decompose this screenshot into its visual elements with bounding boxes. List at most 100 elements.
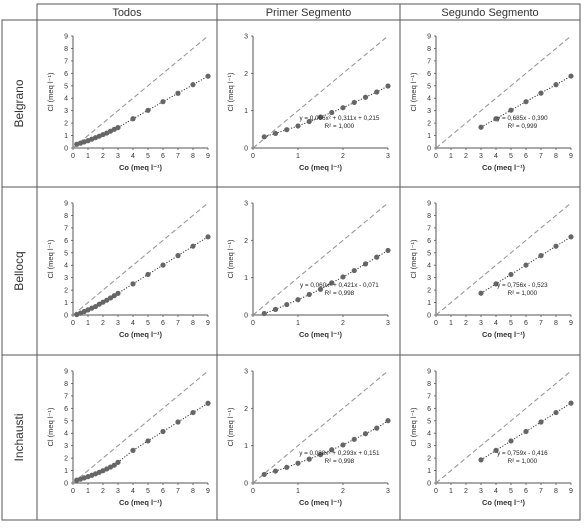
column-header: Segundo Segmento	[441, 7, 538, 19]
y-tick-label: 5	[427, 83, 431, 90]
y-axis-label: Cl (meq l⁻¹)	[409, 72, 418, 111]
y-tick-label: 2	[427, 121, 431, 128]
x-tick-label: 1	[296, 320, 300, 327]
x-tick-label: 2	[101, 153, 105, 160]
row-header: Belgrano	[12, 79, 26, 127]
y-tick-label: 7	[64, 225, 68, 232]
x-tick-label: 7	[539, 488, 543, 495]
x-tick-label: 1	[449, 153, 453, 160]
data-point	[478, 290, 484, 296]
y-tick-label: 9	[64, 34, 68, 41]
data-point	[317, 286, 324, 292]
data-point	[340, 105, 346, 111]
data-point	[568, 400, 574, 406]
regression-equation: y = 0,088x² + 0,293x + 0,151	[299, 450, 380, 457]
regression-equation: y = 0,759x - 0,416	[497, 450, 548, 457]
data-point	[145, 107, 151, 113]
y-tick-label: 1	[427, 468, 431, 475]
one-to-one-line	[252, 202, 389, 316]
data-point	[351, 267, 357, 274]
x-tick-label: 0	[251, 153, 255, 160]
x-tick-label: 6	[161, 488, 165, 495]
y-tick-label: 9	[427, 369, 431, 376]
data-point	[205, 234, 211, 240]
x-tick-label: 1	[86, 320, 90, 327]
y-tick-label: 9	[64, 201, 68, 208]
data-point	[523, 262, 529, 268]
y-tick-label: 2	[427, 288, 431, 295]
x-tick-label: 1	[86, 488, 90, 495]
x-axis-label: Co (meq l⁻¹)	[299, 163, 343, 172]
data-point	[385, 83, 391, 89]
y-tick-label: 0	[64, 313, 68, 320]
x-tick-label: 7	[176, 488, 180, 495]
x-tick-label: 2	[341, 153, 345, 160]
x-tick-label: 4	[131, 320, 135, 327]
x-tick-label: 5	[146, 488, 150, 495]
data-point	[329, 109, 335, 116]
data-point	[190, 409, 196, 416]
data-point	[261, 134, 267, 140]
data-point	[111, 462, 117, 468]
y-tick-label: 1	[64, 133, 68, 140]
data-point	[351, 99, 357, 106]
row-header: Inchausti	[12, 413, 26, 461]
data-point	[175, 253, 181, 259]
y-axis-label: Cl (meq l⁻¹)	[226, 239, 235, 278]
x-tick-label: 6	[161, 320, 165, 327]
x-tick-label: 9	[206, 320, 210, 327]
x-tick-label: 3	[116, 320, 120, 327]
y-tick-label: 3	[244, 201, 248, 208]
x-tick-label: 8	[191, 488, 195, 495]
data-point	[478, 124, 484, 130]
y-tick-label: 0	[64, 146, 68, 153]
x-tick-label: 5	[146, 320, 150, 327]
y-tick-label: 7	[427, 58, 431, 65]
column-header: Primer Segmento	[266, 7, 352, 19]
x-tick-label: 2	[101, 320, 105, 327]
x-tick-label: 1	[449, 320, 453, 327]
y-tick-label: 1	[244, 443, 248, 450]
y-tick-label: 2	[64, 456, 68, 463]
scatter-panel: 0 1 2 3 4 5 6 7 8 9 0 1 2 3 4 5 6 7 8 9 Co (meq l⁻¹) Cl (meq …	[46, 369, 211, 507]
data-point	[160, 262, 166, 268]
x-tick-label: 6	[161, 153, 165, 160]
data-point	[340, 274, 346, 280]
column-header: Todos	[112, 7, 142, 19]
y-tick-label: 1	[244, 108, 248, 115]
x-axis-label: Co (meq l⁻¹)	[119, 163, 163, 172]
data-point	[538, 90, 544, 96]
y-tick-label: 6	[64, 71, 68, 78]
x-tick-label: 1	[449, 488, 453, 495]
scatter-panel: 0 1 2 3 4 5 6 7 8 9 0 1 2 3 4 5 6 7 8 9 Co (meq l⁻¹) Cl (meq …	[46, 201, 211, 339]
trend-line	[264, 420, 389, 475]
x-tick-label: 9	[206, 488, 210, 495]
data-point	[340, 442, 346, 448]
y-tick-label: 9	[427, 34, 431, 41]
y-tick-label: 3	[64, 108, 68, 115]
data-point	[493, 116, 499, 122]
x-axis-label: Co (meq l⁻¹)	[482, 498, 526, 507]
y-tick-label: 4	[64, 96, 68, 103]
x-tick-label: 3	[479, 153, 483, 160]
x-axis-label: Co (meq l⁻¹)	[119, 498, 163, 507]
x-tick-label: 0	[434, 153, 438, 160]
y-tick-label: 8	[427, 46, 431, 53]
data-point	[508, 271, 514, 278]
y-tick-label: 2	[244, 406, 248, 413]
r-squared: R² = 0,999	[508, 123, 538, 130]
y-tick-label: 0	[427, 313, 431, 320]
y-tick-label: 0	[64, 481, 68, 488]
scatter-panel: 0 1 2 3 4 5 6 7 8 9 0 1 2 3 4 5 6 7 8 9 Co (meq l⁻¹) Cl (meq …	[409, 201, 574, 339]
x-tick-label: 6	[524, 153, 528, 160]
y-tick-label: 3	[64, 443, 68, 450]
x-tick-label: 2	[464, 488, 468, 495]
x-tick-label: 3	[116, 488, 120, 495]
x-tick-label: 8	[554, 320, 558, 327]
data-point	[553, 243, 559, 249]
x-tick-label: 3	[386, 320, 390, 327]
data-point	[329, 280, 335, 286]
data-point	[374, 425, 380, 431]
x-tick-label: 1	[86, 153, 90, 160]
one-to-one-line	[72, 202, 209, 316]
